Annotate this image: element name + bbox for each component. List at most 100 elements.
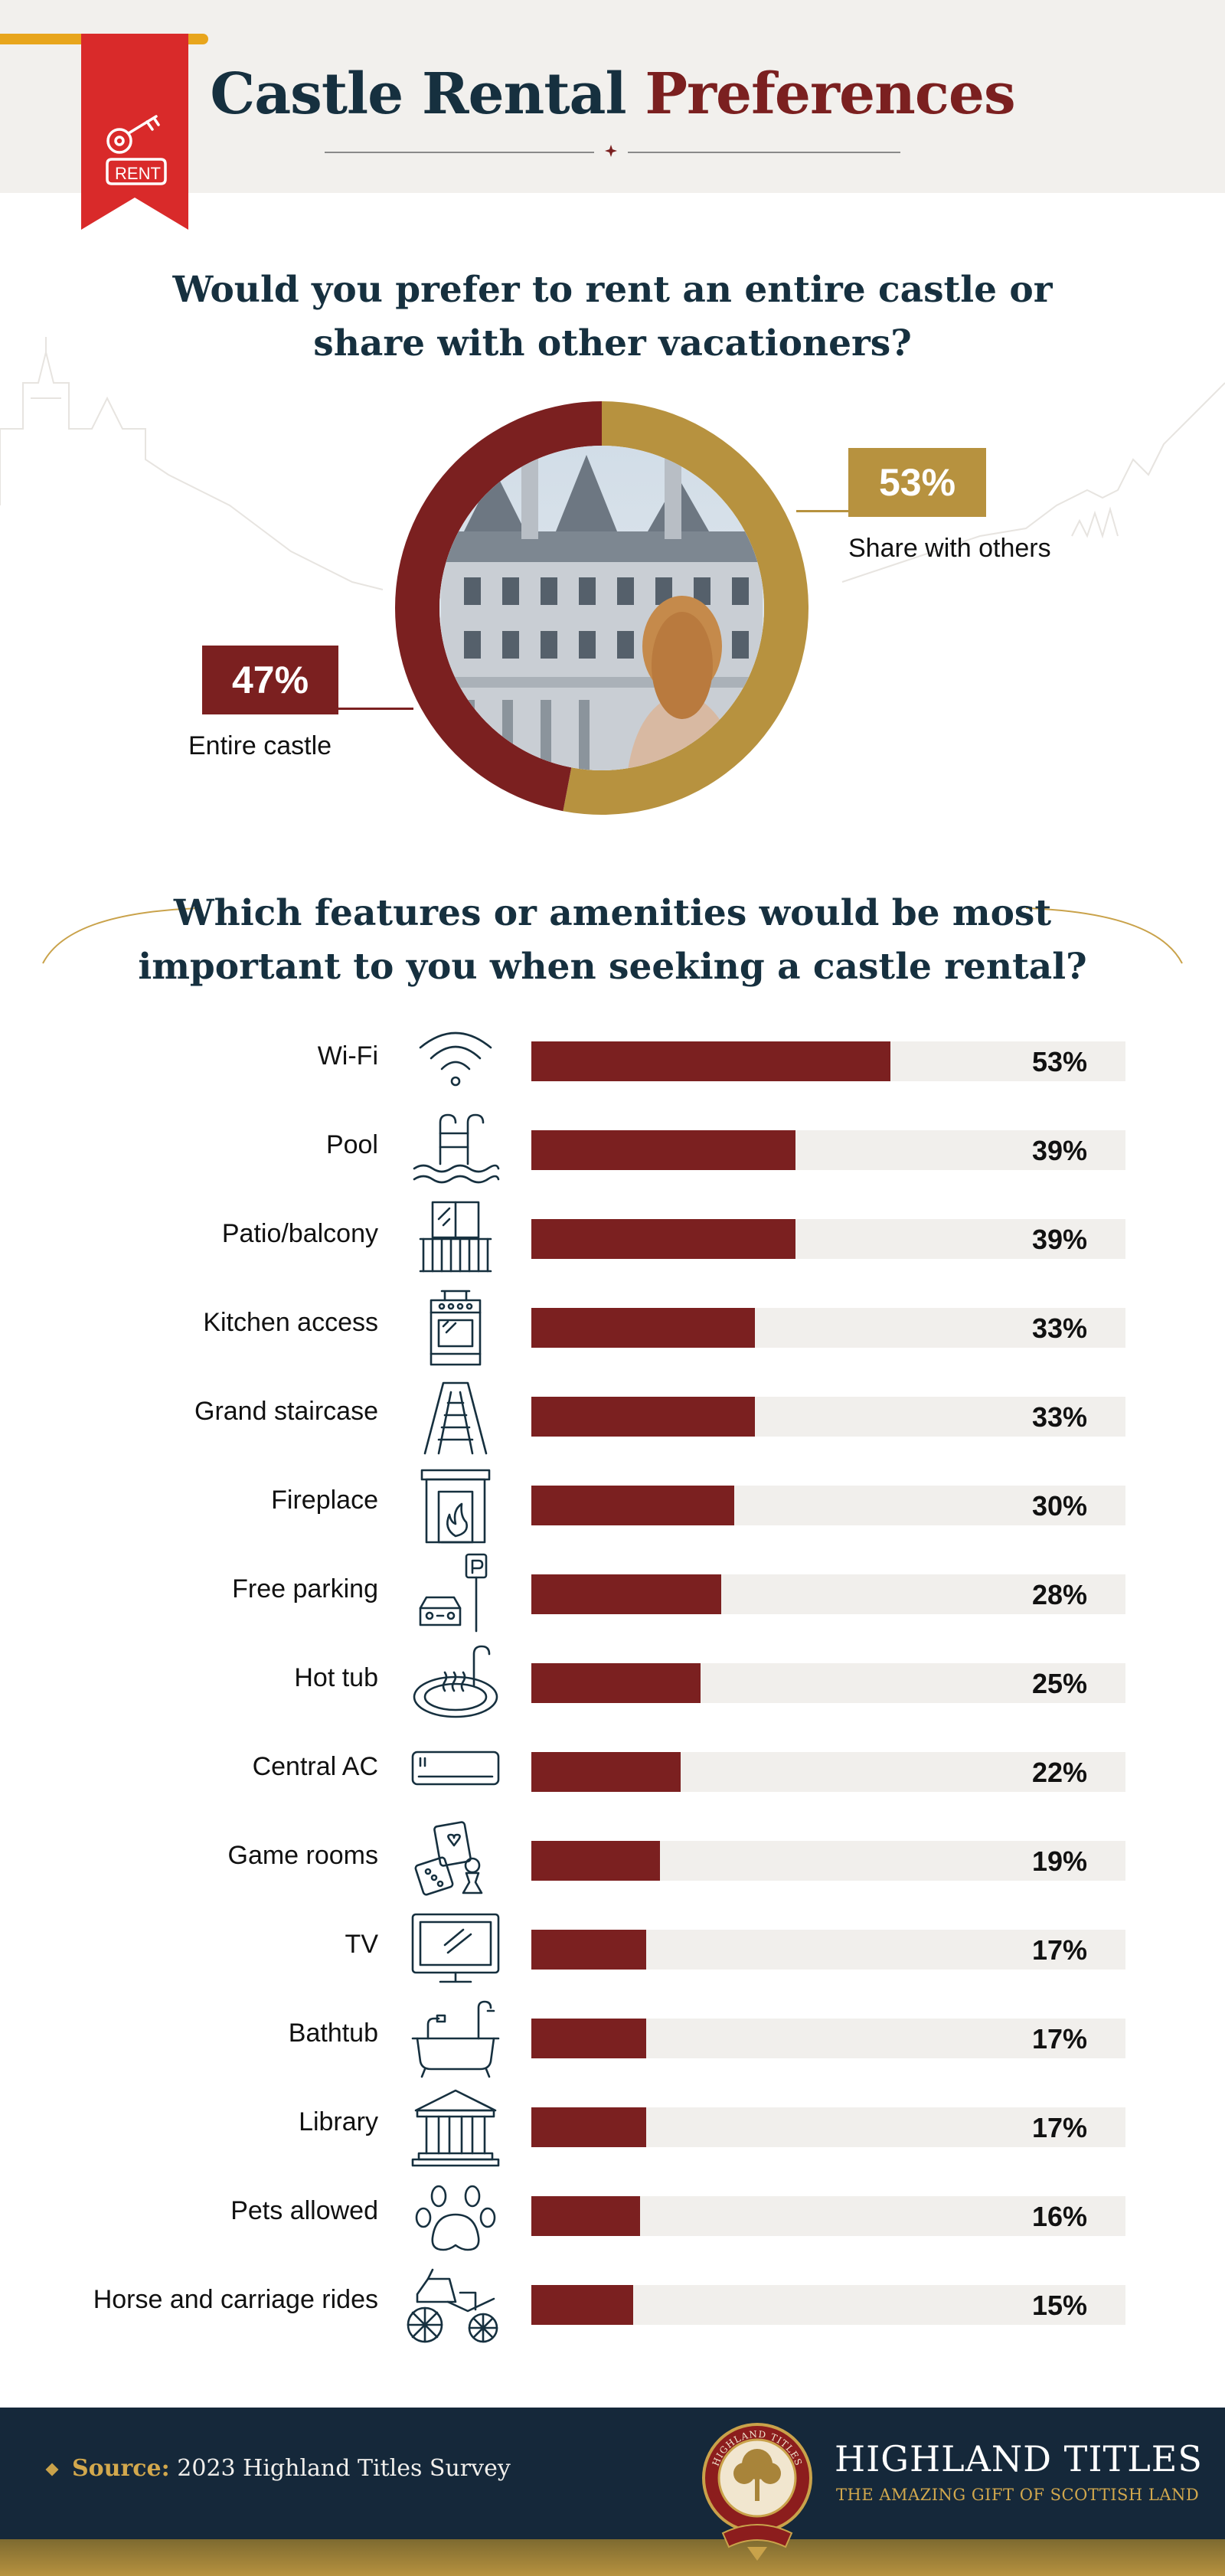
bar-fill (531, 2019, 647, 2058)
source-text: 2023 Highland Titles Survey (177, 2455, 511, 2482)
bar-track (531, 2107, 1125, 2147)
bar-row-game-rooms: Game rooms 19% (0, 1818, 1225, 1907)
bar-row-tv: TV 17% (0, 1907, 1225, 1996)
question-two-line-1: Which features or amenities would be mos… (173, 892, 1052, 934)
category-label: Game rooms (227, 1841, 379, 1870)
stove-icon (430, 1290, 482, 1366)
question-one-title: Would you prefer to rent an entire castl… (0, 263, 1225, 371)
bar-fill (531, 1486, 735, 1525)
question-one-line-2: share with other vacationers? (313, 322, 912, 364)
castle-percentage-badge: 47% (202, 646, 338, 714)
bar-row-wi-fi: Wi-Fi 53% (0, 1018, 1225, 1107)
share-label: Share with others (848, 534, 1051, 563)
air-conditioner-icon (411, 1751, 500, 1786)
bar-row-horse-and-carriage-rides: Horse and carriage rides 15% (0, 2262, 1225, 2351)
donut-slice-entire-castle (395, 401, 602, 812)
bar-value-label: 25% (1032, 1668, 1088, 1699)
rent-ribbon-badge: RENT (81, 34, 188, 230)
category-label: Library (299, 2107, 378, 2136)
category-label: Wi-Fi (317, 1041, 378, 1071)
balcony-icon (419, 1201, 492, 1273)
bar-track (531, 1752, 1125, 1792)
pool-icon (413, 1113, 500, 1184)
bar-fill (531, 1841, 661, 1881)
bar-value-label: 15% (1032, 2290, 1088, 2321)
header (0, 0, 1225, 193)
bar-row-library: Library 17% (0, 2084, 1225, 2173)
brand-tagline: THE AMAZING GIFT OF SCOTTISH LAND (836, 2486, 1200, 2504)
question-one-line-1: Would you prefer to rent an entire castl… (172, 269, 1053, 311)
category-label: Patio/balcony (221, 1219, 378, 1248)
share-leader-line (796, 510, 850, 512)
category-label: TV (345, 1930, 378, 1959)
highland-titles-seal-logo: HIGHLAND TITLES (702, 2423, 812, 2561)
paw-icon (415, 2185, 496, 2251)
bar-value-label: 22% (1032, 1757, 1088, 1788)
castle-label: Entire castle (188, 731, 332, 760)
source-key: Source: (72, 2455, 170, 2482)
bar-fill (531, 1219, 795, 1259)
hot-tub-icon (413, 1645, 498, 1718)
bar-fill (531, 2285, 633, 2325)
category-label: Pool (325, 1130, 378, 1159)
bar-track (531, 2019, 1125, 2058)
brand-name: HIGHLAND TITLES (835, 2438, 1203, 2480)
bar-track (531, 1574, 1125, 1614)
rent-badge-label: RENT (115, 164, 161, 183)
bar-track (531, 1219, 1125, 1259)
category-label: Fireplace (271, 1486, 378, 1515)
bar-row-kitchen-access: Kitchen access 33% (0, 1285, 1225, 1374)
bar-track (531, 2285, 1125, 2325)
wifi-icon (419, 1031, 492, 1087)
question-two-line-2: important to you when seeking a castle r… (138, 946, 1087, 988)
category-label: Pets allowed (230, 2196, 378, 2225)
carriage-icon (407, 2268, 498, 2343)
category-label: Central AC (252, 1752, 378, 1781)
donut-slice-share-with-others (563, 401, 808, 815)
bar-track (531, 2196, 1125, 2236)
key-tag-icon (106, 115, 167, 185)
bar-row-free-parking: Free parking 28% (0, 1551, 1225, 1640)
bar-fill (531, 1663, 701, 1703)
bar-value-label: 33% (1032, 1401, 1088, 1433)
bar-fill (531, 1041, 890, 1081)
bar-fill (531, 2196, 640, 2236)
rental-preference-donut (395, 401, 808, 815)
bar-value-label: 19% (1032, 1845, 1088, 1877)
game-icon (414, 1821, 483, 1896)
bar-row-hot-tub: Hot tub 25% (0, 1640, 1225, 1729)
bar-track (531, 1486, 1125, 1525)
bar-row-fireplace: Fireplace 30% (0, 1463, 1225, 1551)
castle-skyline-decoration (0, 337, 1225, 590)
title-rule-right (628, 152, 900, 153)
share-percentage-badge: 53% (848, 448, 986, 517)
bar-value-label: 16% (1032, 2201, 1088, 2232)
title-accent: Preferences (645, 61, 1015, 127)
bar-track (531, 1663, 1125, 1703)
bar-value-label: 28% (1032, 1579, 1088, 1610)
bar-row-grand-staircase: Grand staircase 33% (0, 1374, 1225, 1463)
bar-track (531, 1397, 1125, 1437)
category-label: Kitchen access (203, 1308, 378, 1337)
bar-track (531, 1930, 1125, 1970)
question-two-arc-decoration (42, 907, 1183, 964)
footer-gold-band (0, 2539, 1225, 2576)
fireplace-icon (420, 1469, 491, 1544)
source-diamond-icon (45, 2463, 59, 2476)
source-note: Source: 2023 Highland Titles Survey (45, 2455, 511, 2482)
bar-row-pool: Pool 39% (0, 1107, 1225, 1196)
bar-track (531, 1308, 1125, 1348)
bar-value-label: 17% (1032, 2112, 1088, 2143)
bar-fill (531, 1308, 755, 1348)
question-two-title: Which features or amenities would be mos… (0, 887, 1225, 994)
bar-value-label: 39% (1032, 1135, 1088, 1166)
category-label: Hot tub (294, 1663, 378, 1692)
staircase-icon (423, 1381, 488, 1455)
bar-value-label: 17% (1032, 2023, 1088, 2055)
title-diamond-icon (605, 145, 617, 157)
category-label: Bathtub (288, 2019, 378, 2048)
bar-track (531, 1041, 1125, 1081)
bar-fill (531, 1397, 755, 1437)
title-rule-left (325, 152, 594, 153)
bar-fill (531, 2107, 647, 2147)
